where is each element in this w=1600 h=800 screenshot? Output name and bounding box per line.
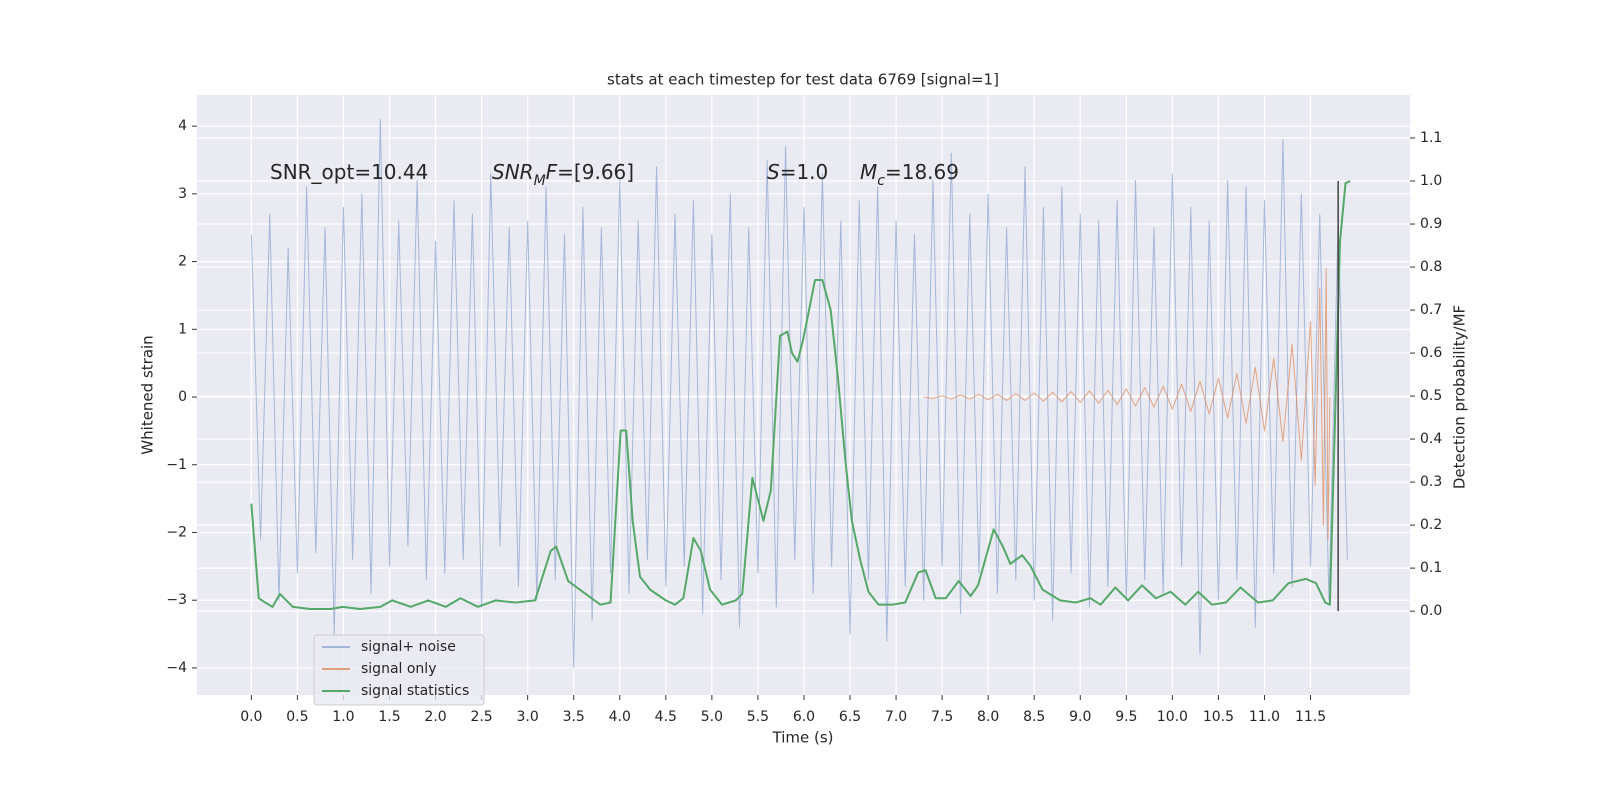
y-tick-label: 1 <box>178 321 187 337</box>
y2-tick-label: 1.1 <box>1420 130 1442 146</box>
x-tick-label: 9.0 <box>1069 709 1091 725</box>
series-line <box>923 267 1331 540</box>
x-tick-label: 9.5 <box>1115 709 1137 725</box>
y-tick-label: −2 <box>166 524 187 540</box>
x-tick-label: 4.5 <box>655 709 677 725</box>
y2-axis-label: Detection probability/MF <box>1451 305 1469 489</box>
marks <box>250 118 1351 669</box>
legend: signal+ noise signal only signal statistic… <box>313 634 485 706</box>
series-line <box>250 180 1351 610</box>
annotation-part: M <box>860 160 877 184</box>
annotation-part: F <box>546 160 558 184</box>
y2-tick-label: 0.1 <box>1420 560 1442 576</box>
x-tick-label: 2.5 <box>470 709 492 725</box>
y2-tick-label: 0.6 <box>1420 345 1442 361</box>
y2-tick-label: 0.0 <box>1420 603 1442 619</box>
annotation-part: c <box>877 173 885 189</box>
x-tick-label: 3.5 <box>563 709 585 725</box>
y-tick-label: 2 <box>178 254 187 270</box>
x-tick-label: 6.5 <box>839 709 861 725</box>
y-tick-label: 0 <box>178 389 187 405</box>
y-axis-label: Whitened strain <box>139 335 157 454</box>
y2-tick-label: 0.2 <box>1420 517 1442 533</box>
x-tick-label: 8.5 <box>1023 709 1045 725</box>
legend-label: signal only <box>361 661 436 677</box>
x-tick-label: 11.5 <box>1295 709 1326 725</box>
annotation: SNR_opt=10.44 <box>270 160 428 184</box>
legend-label: signal statistics <box>361 683 469 699</box>
chart-title: stats at each timestep for test data 676… <box>607 71 999 89</box>
y-tick-label: 4 <box>178 118 187 134</box>
x-tick-label: 1.5 <box>378 709 400 725</box>
x-tick-label: 8.0 <box>977 709 999 725</box>
x-tick-label: 11.0 <box>1249 709 1280 725</box>
x-tick-label: 0.5 <box>286 709 308 725</box>
y2-tick-label: 1.0 <box>1420 173 1442 189</box>
y2-tick-label: 0.9 <box>1420 216 1442 232</box>
annotation: Mc=18.69 <box>860 160 959 190</box>
x-tick-label: 10.5 <box>1203 709 1234 725</box>
x-tick-label: 7.5 <box>931 709 953 725</box>
annotation-part: S <box>767 160 780 184</box>
x-tick-label: 7.0 <box>885 709 907 725</box>
y2-tick-label: 0.7 <box>1420 302 1442 318</box>
annotation: S=1.0 <box>767 160 828 184</box>
series-line <box>250 118 1348 669</box>
x-tick-label: 4.0 <box>609 709 631 725</box>
x-tick-label: 5.5 <box>747 709 769 725</box>
annotation-part: =18.69 <box>885 160 959 184</box>
x-tick-label: 10.0 <box>1157 709 1188 725</box>
y2-tick-label: 0.8 <box>1420 259 1442 275</box>
x-tick-label: 2.0 <box>424 709 446 725</box>
y-tick-label: −3 <box>166 592 187 608</box>
x-tick-label: 3.0 <box>517 709 539 725</box>
y-tick-label: −4 <box>166 660 187 676</box>
annotation-part: =[9.66] <box>557 160 634 184</box>
axes: 0.0 0.5 1.0 1.5 2.0 2.5 3.0 3.5 4.0 4.5 5.0 5.5 6.0 6… <box>166 118 1442 725</box>
y-tick-label: −1 <box>166 457 187 473</box>
y2-tick-label: 0.4 <box>1420 431 1442 447</box>
legend-box <box>313 634 485 706</box>
annotation-part: M <box>534 173 546 189</box>
x-tick-label: 5.0 <box>701 709 723 725</box>
annotation-part: SNR_opt=10.44 <box>270 160 428 184</box>
annotation-part: =1.0 <box>780 160 829 184</box>
x-tick-label: 6.0 <box>793 709 815 725</box>
x-tick-label: 0.0 <box>240 709 262 725</box>
x-tick-label: 1.0 <box>332 709 354 725</box>
y2-tick-label: 0.5 <box>1420 388 1442 404</box>
x-axis-label: Time (s) <box>772 729 834 747</box>
annotation: SNRMF=[9.66] <box>492 160 634 190</box>
y-tick-label: 3 <box>178 186 187 202</box>
annotation-part: SNR <box>492 160 534 184</box>
legend-label: signal+ noise <box>361 639 456 655</box>
y2-tick-label: 0.3 <box>1420 474 1442 490</box>
